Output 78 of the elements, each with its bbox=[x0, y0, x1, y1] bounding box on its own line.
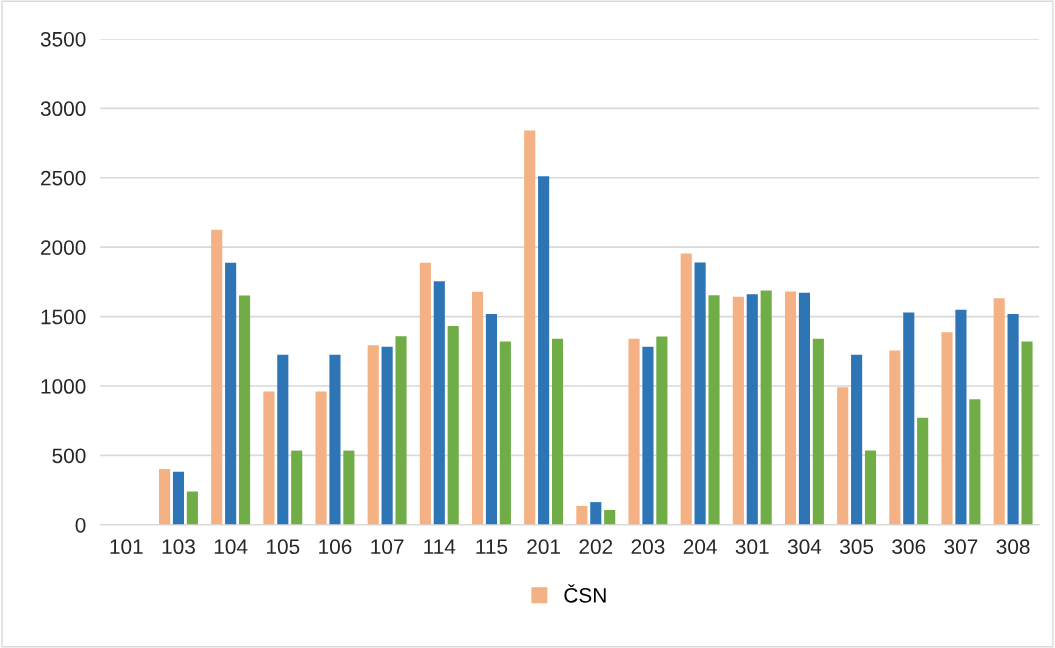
bar bbox=[889, 350, 901, 525]
y-tick-label: 3500 bbox=[40, 31, 86, 47]
bar bbox=[277, 354, 289, 525]
bar bbox=[343, 450, 355, 525]
x-tick-label: 304 bbox=[787, 539, 822, 555]
bar bbox=[211, 229, 223, 525]
bar bbox=[172, 471, 185, 525]
bar bbox=[419, 262, 431, 525]
bar bbox=[604, 510, 616, 525]
x-tick-label: 201 bbox=[527, 539, 560, 555]
bar bbox=[538, 176, 550, 525]
bar bbox=[159, 469, 171, 525]
bar bbox=[903, 312, 915, 525]
bar bbox=[315, 391, 327, 525]
x-tick-label: 308 bbox=[996, 539, 1030, 555]
bar bbox=[225, 262, 237, 525]
bar bbox=[837, 387, 849, 525]
bar bbox=[524, 130, 536, 525]
bar bbox=[812, 338, 824, 525]
x-tick-label: 203 bbox=[631, 539, 665, 555]
bar bbox=[367, 345, 379, 525]
x-tick-label: 107 bbox=[371, 539, 404, 555]
bar bbox=[680, 253, 692, 525]
legend-label: ČSN bbox=[564, 584, 606, 603]
bar bbox=[993, 298, 1005, 525]
bar bbox=[499, 341, 511, 525]
bar bbox=[238, 295, 251, 525]
bar bbox=[263, 391, 275, 525]
bar bbox=[798, 292, 810, 525]
bar bbox=[760, 290, 772, 525]
bar bbox=[447, 325, 459, 525]
bar bbox=[1021, 341, 1033, 525]
bar bbox=[864, 450, 877, 525]
y-tick-label: 1500 bbox=[41, 309, 86, 325]
x-tick-label: 306 bbox=[892, 539, 926, 555]
bar bbox=[941, 332, 953, 525]
bar bbox=[656, 336, 668, 525]
x-tick-label: 307 bbox=[944, 539, 978, 555]
x-tick-label: 115 bbox=[476, 539, 508, 555]
bar bbox=[746, 294, 758, 525]
bar bbox=[433, 281, 445, 525]
x-tick-label: 106 bbox=[319, 539, 352, 555]
bar bbox=[708, 295, 720, 525]
bar bbox=[732, 296, 744, 525]
bar bbox=[1007, 313, 1019, 525]
y-tick-label: 500 bbox=[52, 448, 86, 464]
x-tick-label: 101 bbox=[110, 539, 143, 555]
bar bbox=[955, 309, 967, 525]
bar bbox=[784, 291, 797, 525]
x-tick-label: 202 bbox=[579, 539, 613, 555]
y-tick-label: 3000 bbox=[40, 101, 86, 117]
y-tick-label: 0 bbox=[75, 517, 86, 533]
bar bbox=[576, 505, 588, 525]
bar bbox=[969, 399, 981, 525]
bar bbox=[642, 346, 654, 525]
bar bbox=[329, 354, 341, 525]
x-tick-label: 301 bbox=[735, 539, 769, 555]
bar bbox=[485, 313, 498, 525]
x-tick-label: 105 bbox=[267, 539, 300, 555]
y-tick-label: 1000 bbox=[41, 379, 86, 394]
x-tick-label: 305 bbox=[840, 539, 874, 555]
x-tick-label: 104 bbox=[214, 539, 248, 555]
bar bbox=[471, 291, 484, 525]
bar bbox=[551, 338, 564, 525]
bar bbox=[917, 417, 929, 525]
bar bbox=[628, 338, 640, 525]
bar bbox=[381, 346, 393, 525]
bar bbox=[186, 491, 198, 525]
bar bbox=[395, 336, 407, 525]
x-tick-label: 114 bbox=[424, 539, 456, 554]
y-tick-label: 2500 bbox=[41, 170, 86, 186]
bar bbox=[291, 450, 303, 525]
bar bbox=[851, 354, 863, 525]
x-tick-label: 204 bbox=[683, 539, 717, 555]
x-tick-label: 103 bbox=[162, 539, 195, 555]
y-tick-label: 2000 bbox=[41, 240, 86, 255]
bar bbox=[694, 262, 706, 525]
bar bbox=[590, 502, 602, 525]
